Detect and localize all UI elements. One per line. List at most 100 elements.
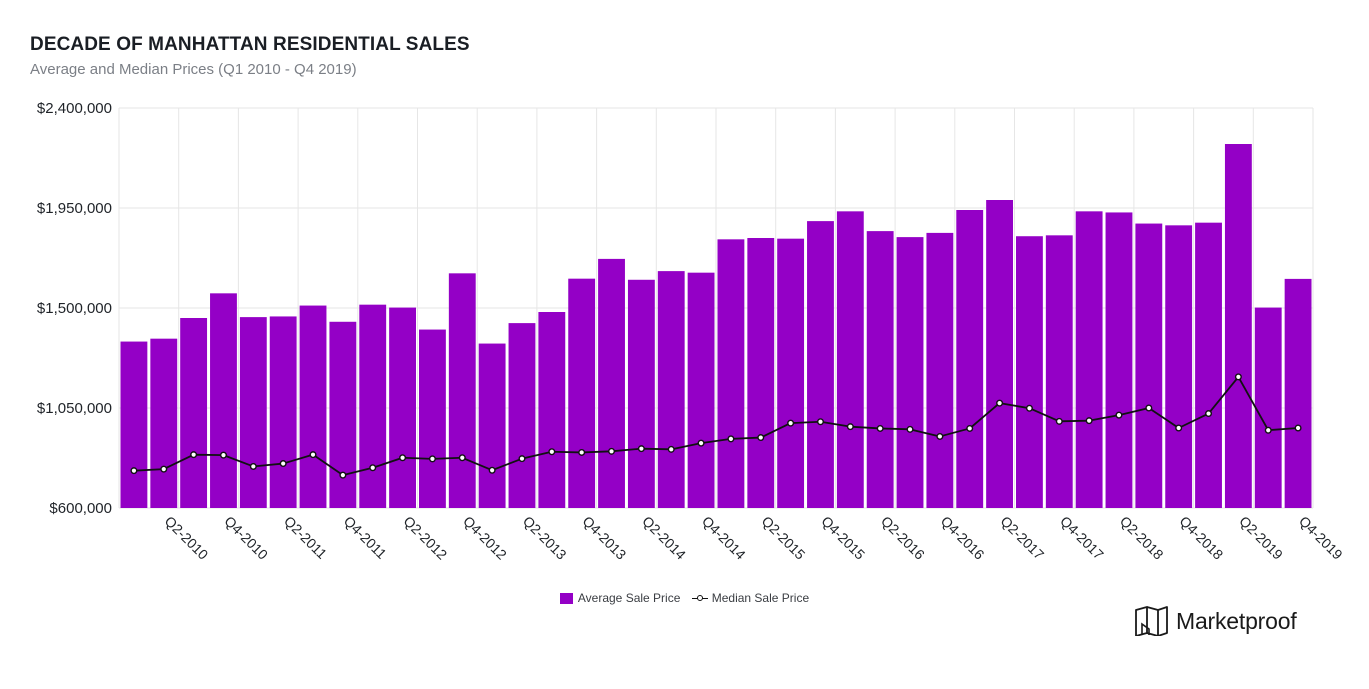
bar-average-sale-price[interactable]: [896, 237, 924, 509]
point-median-sale-price[interactable]: [996, 399, 1004, 407]
point-median-sale-price[interactable]: [428, 455, 436, 463]
x-tick-label: Q4-2018: [1177, 513, 1227, 563]
point-median-sale-price[interactable]: [190, 451, 198, 459]
legend-item-average[interactable]: Average Sale Price: [559, 591, 680, 605]
point-median-sale-price[interactable]: [966, 424, 974, 432]
point-median-sale-price[interactable]: [309, 451, 317, 459]
line-median-sale-price: [133, 375, 1299, 477]
legend-swatch-bar: [559, 592, 573, 604]
chart-title: DECADE OF MANHATTAN RESIDENTIAL SALES: [30, 34, 470, 55]
bar-average-sale-price[interactable]: [1075, 211, 1103, 508]
bar-average-sale-price[interactable]: [478, 343, 506, 508]
bar-average-sale-price[interactable]: [747, 238, 775, 508]
bar-average-sale-price[interactable]: [866, 231, 894, 509]
x-tick-label: Q2-2017: [997, 513, 1047, 563]
brand: Marketproof: [1134, 606, 1297, 636]
bar-average-sale-price[interactable]: [1135, 223, 1163, 508]
bar-average-sale-price[interactable]: [359, 304, 387, 508]
bar-average-sale-price[interactable]: [836, 211, 864, 508]
point-median-sale-price[interactable]: [846, 423, 854, 431]
point-median-sale-price[interactable]: [160, 465, 168, 473]
point-median-sale-price[interactable]: [1145, 404, 1153, 412]
bar-average-sale-price[interactable]: [150, 338, 178, 508]
x-tick-label: Q2-2019: [1236, 513, 1286, 563]
legend-item-median[interactable]: Median Sale Price: [691, 591, 809, 605]
point-median-sale-price[interactable]: [488, 466, 496, 474]
bar-average-sale-price[interactable]: [419, 329, 446, 508]
bar-average-sale-price[interactable]: [598, 258, 625, 508]
point-median-sale-price[interactable]: [1175, 424, 1183, 432]
average-price-bars: [120, 144, 1312, 509]
point-median-sale-price[interactable]: [458, 454, 466, 462]
x-tick-label: Q4-2016: [938, 513, 988, 563]
x-tick-label: Q2-2018: [1117, 513, 1167, 563]
bar-average-sale-price[interactable]: [807, 221, 834, 509]
bar-average-sale-price[interactable]: [180, 318, 208, 508]
point-median-sale-price[interactable]: [787, 419, 795, 427]
bar-average-sale-price[interactable]: [210, 293, 237, 508]
point-median-sale-price[interactable]: [219, 451, 227, 459]
bar-average-sale-price[interactable]: [1195, 222, 1222, 509]
bar-average-sale-price[interactable]: [986, 200, 1013, 508]
bar-average-sale-price[interactable]: [1254, 307, 1282, 508]
point-median-sale-price[interactable]: [1115, 411, 1123, 419]
bar-average-sale-price[interactable]: [448, 273, 476, 508]
point-median-sale-price[interactable]: [697, 439, 705, 447]
bar-average-sale-price[interactable]: [299, 305, 327, 508]
y-tick-label: $1,950,000: [37, 200, 112, 217]
bar-average-sale-price[interactable]: [1224, 144, 1252, 508]
point-median-sale-price[interactable]: [757, 434, 765, 442]
bar-average-sale-price[interactable]: [956, 210, 984, 508]
point-median-sale-price[interactable]: [518, 455, 526, 463]
point-median-sale-price[interactable]: [578, 448, 586, 456]
bar-average-sale-price[interactable]: [1016, 236, 1043, 508]
bar-average-sale-price[interactable]: [120, 341, 148, 508]
point-median-sale-price[interactable]: [1055, 417, 1063, 425]
bar-average-sale-price[interactable]: [538, 312, 566, 508]
bar-average-sale-price[interactable]: [1165, 225, 1193, 508]
point-median-sale-price[interactable]: [1205, 410, 1213, 418]
bar-average-sale-price[interactable]: [777, 238, 805, 509]
point-median-sale-price[interactable]: [637, 445, 645, 453]
point-median-sale-price[interactable]: [1234, 373, 1242, 381]
point-median-sale-price[interactable]: [1264, 426, 1272, 434]
point-median-sale-price[interactable]: [816, 418, 824, 426]
bar-average-sale-price[interactable]: [1045, 235, 1073, 508]
point-median-sale-price[interactable]: [1025, 404, 1033, 412]
x-tick-label: Q4-2010: [221, 513, 271, 563]
point-median-sale-price[interactable]: [876, 424, 884, 432]
bar-average-sale-price[interactable]: [717, 239, 745, 508]
x-tick-label: Q4-2019: [1296, 513, 1346, 563]
point-median-sale-price[interactable]: [608, 447, 616, 455]
x-tick-label: Q4-2011: [341, 513, 390, 562]
bar-average-sale-price[interactable]: [627, 279, 655, 508]
point-median-sale-price[interactable]: [906, 425, 914, 433]
bar-average-sale-price[interactable]: [329, 321, 357, 508]
bar-average-sale-price[interactable]: [239, 317, 267, 508]
point-median-sale-price[interactable]: [548, 448, 556, 456]
x-tick-label: Q2-2012: [400, 513, 450, 563]
bar-average-sale-price[interactable]: [1284, 278, 1312, 508]
bar-average-sale-price[interactable]: [269, 316, 297, 508]
bar-average-sale-price[interactable]: [568, 278, 596, 508]
x-tick-label: Q2-2015: [759, 513, 809, 563]
point-median-sale-price[interactable]: [727, 435, 735, 443]
bar-average-sale-price[interactable]: [687, 272, 715, 508]
bar-average-sale-price[interactable]: [926, 232, 954, 508]
x-tick-label: Q4-2013: [580, 513, 630, 563]
point-median-sale-price[interactable]: [936, 432, 944, 440]
point-median-sale-price[interactable]: [1294, 424, 1302, 432]
point-median-sale-price[interactable]: [249, 462, 257, 470]
point-median-sale-price[interactable]: [279, 460, 287, 468]
point-median-sale-price[interactable]: [399, 454, 407, 462]
point-median-sale-price[interactable]: [369, 464, 377, 472]
point-median-sale-price[interactable]: [339, 471, 347, 479]
point-median-sale-price[interactable]: [667, 445, 675, 453]
point-median-sale-price[interactable]: [130, 467, 138, 475]
bar-average-sale-price[interactable]: [1105, 212, 1133, 508]
bar-average-sale-price[interactable]: [508, 323, 536, 508]
point-median-sale-price[interactable]: [1085, 417, 1093, 425]
bar-average-sale-price[interactable]: [389, 307, 416, 508]
bar-average-sale-price[interactable]: [657, 271, 685, 508]
